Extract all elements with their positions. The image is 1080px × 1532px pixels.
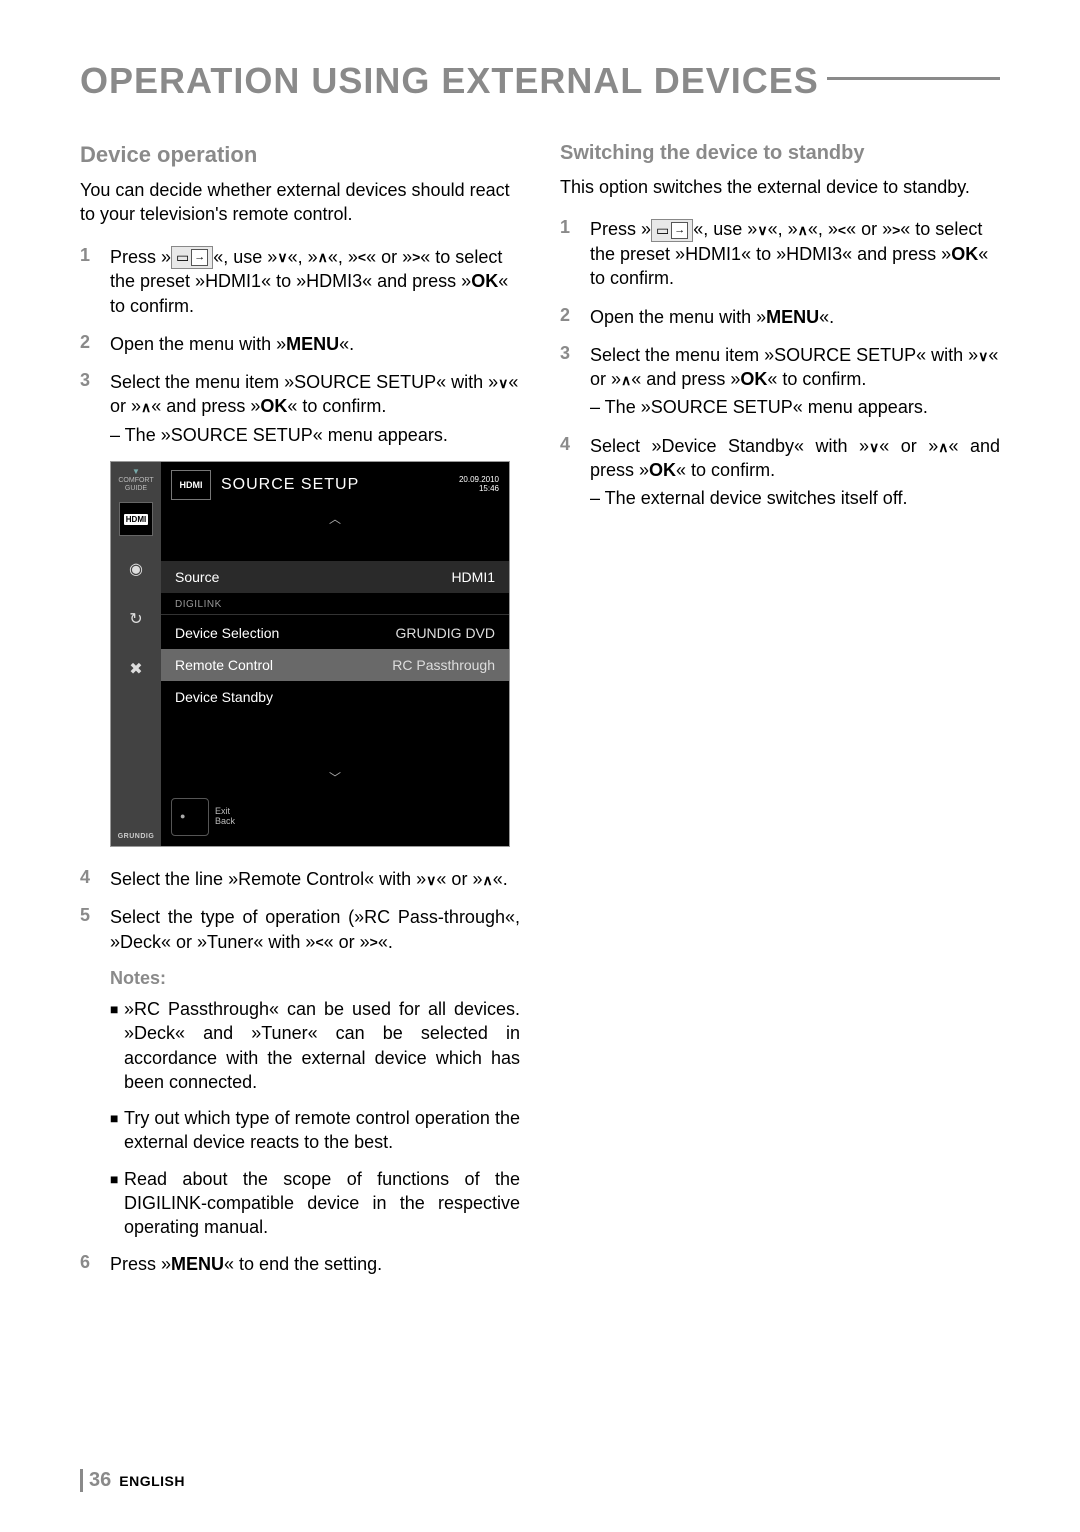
step-number: 4 <box>80 867 110 891</box>
bullet-icon: ■ <box>110 997 124 1094</box>
step-text: Select the type of operation (»RC Pass-t… <box>110 905 520 954</box>
step-text: Open the menu with »MENU«. <box>590 305 1000 329</box>
step-number: 1 <box>560 217 590 290</box>
right-column: Switching the device to standby This opt… <box>560 142 1000 1290</box>
osd-footer: Exit Back <box>161 792 509 836</box>
content-columns: Device operation You can decide whether … <box>80 142 1000 1290</box>
brand-label: GRUNDIG <box>118 833 155 846</box>
page-title: OPERATION USING EXTERNAL DEVICES <box>80 60 1000 102</box>
osd-sidebar: COMFORT GUIDE HDMI ◉ ↻ ✖ GRUNDIG <box>111 462 161 846</box>
left-icon: < <box>358 248 366 267</box>
step-text: Press »▭→«, use »∨«, »∧«, »<« or »>« to … <box>590 217 1000 290</box>
chevron-up-icon: ︿ <box>161 504 509 533</box>
page-number: 36 <box>89 1469 111 1492</box>
step-sub: – The external device switches itself of… <box>590 486 1000 510</box>
hdmi-logo-icon: HDMI <box>171 470 211 500</box>
step-text: Select »Device Standby« with »∨« or »∧« … <box>590 434 1000 511</box>
step-number: 3 <box>80 370 110 447</box>
down-icon: ∨ <box>426 871 436 890</box>
up-icon: ∧ <box>141 398 151 417</box>
osd-main: HDMI SOURCE SETUP 20.09.2010 15:46 ︿ Sou… <box>161 462 509 846</box>
up-icon: ∧ <box>938 438 948 457</box>
down-icon: ∨ <box>498 374 508 393</box>
down-icon: ∨ <box>978 347 988 366</box>
up-icon: ∧ <box>621 371 631 390</box>
page-language: ENGLISH <box>119 1473 185 1489</box>
down-icon: ∨ <box>757 221 767 240</box>
right-icon: > <box>370 933 378 952</box>
left-step-3: 3 Select the menu item »SOURCE SETUP« wi… <box>80 370 520 447</box>
right-step-2: 2 Open the menu with »MENU«. <box>560 305 1000 329</box>
chevron-down-icon: ﹀ <box>161 763 509 792</box>
osd-row-remote-control: Remote Control RC Passthrough <box>161 649 509 681</box>
step-text: Press »▭→«, use »∨«, »∧«, »<« or »>« to … <box>110 245 520 318</box>
up-icon: ∧ <box>318 248 328 267</box>
notes-heading: Notes: <box>110 968 520 989</box>
step-number: 1 <box>80 245 110 318</box>
step-number: 3 <box>560 343 590 420</box>
osd-footer-text: Exit Back <box>215 807 235 827</box>
osd-header: HDMI SOURCE SETUP 20.09.2010 15:46 <box>161 462 509 504</box>
page-footer: 36 ENGLISH <box>80 1469 185 1492</box>
step-number: 6 <box>80 1252 110 1276</box>
left-step-1: 1 Press »▭→«, use »∨«, »∧«, »<« or »>« t… <box>80 245 520 318</box>
remote-icon <box>171 798 209 836</box>
note-2: ■ Try out which type of remote control o… <box>110 1106 520 1155</box>
step-number: 5 <box>80 905 110 954</box>
up-icon: ∧ <box>798 221 808 240</box>
osd-screenshot: COMFORT GUIDE HDMI ◉ ↻ ✖ GRUNDIG HDMI SO… <box>110 461 510 847</box>
refresh-icon: ↻ <box>119 602 153 636</box>
osd-row-source: Source HDMI1 <box>161 561 509 593</box>
bullet-icon: ■ <box>110 1167 124 1240</box>
step-text: Select the menu item »SOURCE SETUP« with… <box>590 343 1000 420</box>
right-step-4: 4 Select »Device Standby« with »∨« or »∧… <box>560 434 1000 511</box>
step-sub: – The »SOURCE SETUP« menu appears. <box>110 423 520 447</box>
left-column: Device operation You can decide whether … <box>80 142 520 1290</box>
up-icon: ∧ <box>482 871 492 890</box>
note-3: ■ Read about the scope of functions of t… <box>110 1167 520 1240</box>
right-intro: This option switches the external device… <box>560 175 1000 199</box>
osd-title: SOURCE SETUP <box>221 476 359 494</box>
hdmi-icon: HDMI <box>119 502 153 536</box>
step-text: Select the line »Remote Control« with »∨… <box>110 867 520 891</box>
step-number: 4 <box>560 434 590 511</box>
step-number: 2 <box>560 305 590 329</box>
title-text: OPERATION USING EXTERNAL DEVICES <box>80 60 819 102</box>
left-step-2: 2 Open the menu with »MENU«. <box>80 332 520 356</box>
osd-section-digilink: DIGILINK <box>161 593 509 612</box>
down-icon: ∨ <box>869 438 879 457</box>
left-step-4: 4 Select the line »Remote Control« with … <box>80 867 520 891</box>
osd-timestamp: 20.09.2010 15:46 <box>459 476 499 494</box>
step-text: Press »MENU« to end the setting. <box>110 1252 520 1276</box>
bullet-icon: ■ <box>110 1106 124 1155</box>
eye-icon: ◉ <box>119 552 153 586</box>
left-step-6: 6 Press »MENU« to end the setting. <box>80 1252 520 1276</box>
osd-row-device-selection: Device Selection GRUNDIG DVD <box>161 617 509 649</box>
right-heading: Switching the device to standby <box>560 142 1000 165</box>
left-icon: < <box>838 221 846 240</box>
right-step-3: 3 Select the menu item »SOURCE SETUP« wi… <box>560 343 1000 420</box>
step-text: Open the menu with »MENU«. <box>110 332 520 356</box>
left-heading: Device operation <box>80 142 520 168</box>
right-step-1: 1 Press »▭→«, use »∨«, »∧«, »<« or »>« t… <box>560 217 1000 290</box>
osd-row-device-standby: Device Standby <box>161 681 509 713</box>
source-icon: ▭→ <box>651 219 693 242</box>
down-icon: ∨ <box>277 248 287 267</box>
left-icon: < <box>315 933 323 952</box>
step-number: 2 <box>80 332 110 356</box>
step-text: Select the menu item »SOURCE SETUP« with… <box>110 370 520 447</box>
step-sub: – The »SOURCE SETUP« menu appears. <box>590 395 1000 419</box>
comfort-guide-label: COMFORT GUIDE <box>111 462 161 494</box>
source-icon: ▭→ <box>171 246 213 269</box>
left-step-5: 5 Select the type of operation (»RC Pass… <box>80 905 520 954</box>
tools-icon: ✖ <box>119 652 153 686</box>
note-1: ■ »RC Passthrough« can be used for all d… <box>110 997 520 1094</box>
left-intro: You can decide whether external devices … <box>80 178 520 227</box>
title-rule <box>827 77 1000 80</box>
